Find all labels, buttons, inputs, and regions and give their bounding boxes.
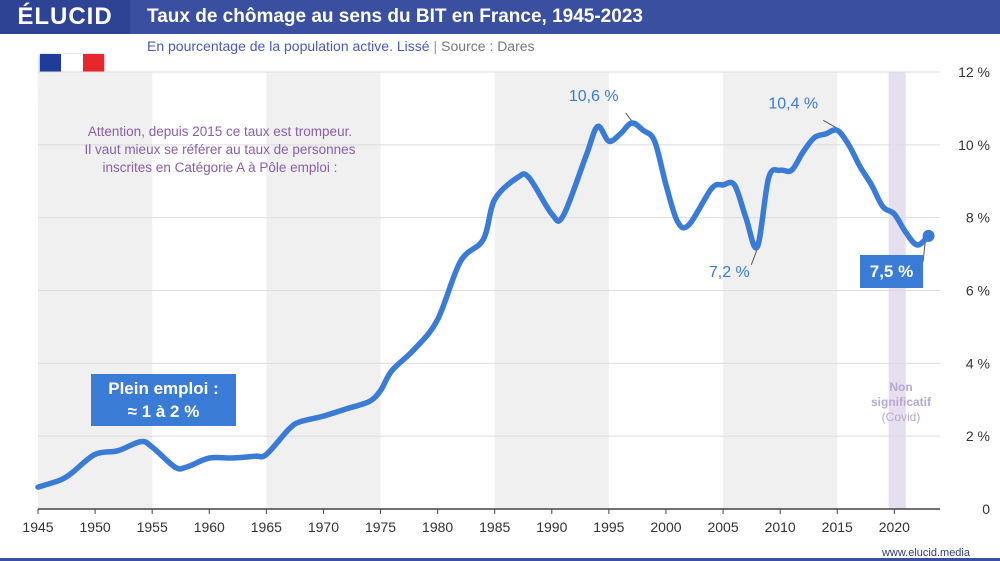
warning-line-3: inscrites en Catégorie A à Pôle emploi : [102,160,338,175]
annotation-leader-0 [625,112,633,122]
x-tick-label-1950: 1950 [80,519,111,535]
full-employment-range: ≈ 1 à 2 % [127,402,200,421]
y-tick-label-0: 0 [982,501,990,517]
warning-line-1: Attention, depuis 2015 ce taux est tromp… [87,124,353,139]
last-value-box: 7,5 % [860,255,923,288]
y-tick-label-10: 10 % [958,137,990,153]
annotation-leader-2 [822,119,838,129]
full-employment-title: Plein emploi : [108,379,219,398]
y-tick-label-6: 6 % [966,283,990,299]
elucid-logo[interactable]: ÉLUCID [0,0,130,34]
x-tick-label-1985: 1985 [479,519,510,535]
x-tick-label-1945: 1945 [22,519,53,535]
chart-subtitle: En pourcentage de la population active. … [147,38,535,54]
unemployment-line [35,120,932,490]
annotation-labels: 10,6 % 7,2 % 10,4 % [569,88,818,281]
annotation-leader-1 [750,248,758,265]
covid-note-line-3: (Covid) [881,410,921,424]
warning-line-2: Il vaut mieux se référer au taux de pers… [84,142,356,157]
x-tick-label-1995: 1995 [593,519,624,535]
last-point-marker [922,229,935,242]
warning-note: Attention, depuis 2015 ce taux est tromp… [20,123,420,177]
x-axis-ticks: 1945 1950 1955 1960 1965 1970 1975 1980 1985 1990… [22,509,910,535]
x-tick-label-1990: 1990 [536,519,567,535]
x-tick-label-1980: 1980 [422,519,453,535]
x-tick-label-1965: 1965 [251,519,282,535]
x-tick-label-2000: 2000 [650,519,681,535]
y-tick-label-2: 2 % [966,428,990,444]
footer-bar [0,558,1000,561]
y-tick-label-12: 12 % [958,64,990,80]
footer-website[interactable]: www.elucid.media [881,547,970,559]
source-text: Source : Dares [441,38,535,54]
full-employment-box: Plein emploi : ≈ 1 à 2 % [91,374,236,426]
x-tick-label-1970: 1970 [308,519,339,535]
y-tick-label-4: 4 % [966,355,990,371]
x-tick-label-2005: 2005 [707,519,738,535]
y-tick-label-8: 8 % [966,210,990,226]
annotation-label-0: 10,6 % [569,88,619,105]
x-tick-label-2010: 2010 [765,519,796,535]
annotation-label-2: 10,4 % [768,95,818,112]
x-tick-label-2020: 2020 [879,519,910,535]
y-axis-ticks: 0 2 % 4 % 6 % 8 % 10 % 12 % [958,64,990,517]
x-tick-label-1975: 1975 [365,519,396,535]
x-tick-label-1955: 1955 [137,519,168,535]
subtitle-text: En pourcentage de la population active. … [147,38,430,54]
covid-note-line-2: significatif [870,395,931,409]
covid-note-line-1: Non [889,380,913,394]
covid-note: Non significatif (Covid) [860,380,942,425]
x-tick-label-2015: 2015 [822,519,853,535]
chart-title: Taux de chômage au sens du BIT en France… [147,6,643,27]
annotation-label-1: 7,2 % [709,264,750,281]
x-tick-label-1960: 1960 [194,519,225,535]
subtitle-separator: | [433,38,438,54]
header-bar: ÉLUCID Taux de chômage au sens du BIT en… [0,0,1000,34]
